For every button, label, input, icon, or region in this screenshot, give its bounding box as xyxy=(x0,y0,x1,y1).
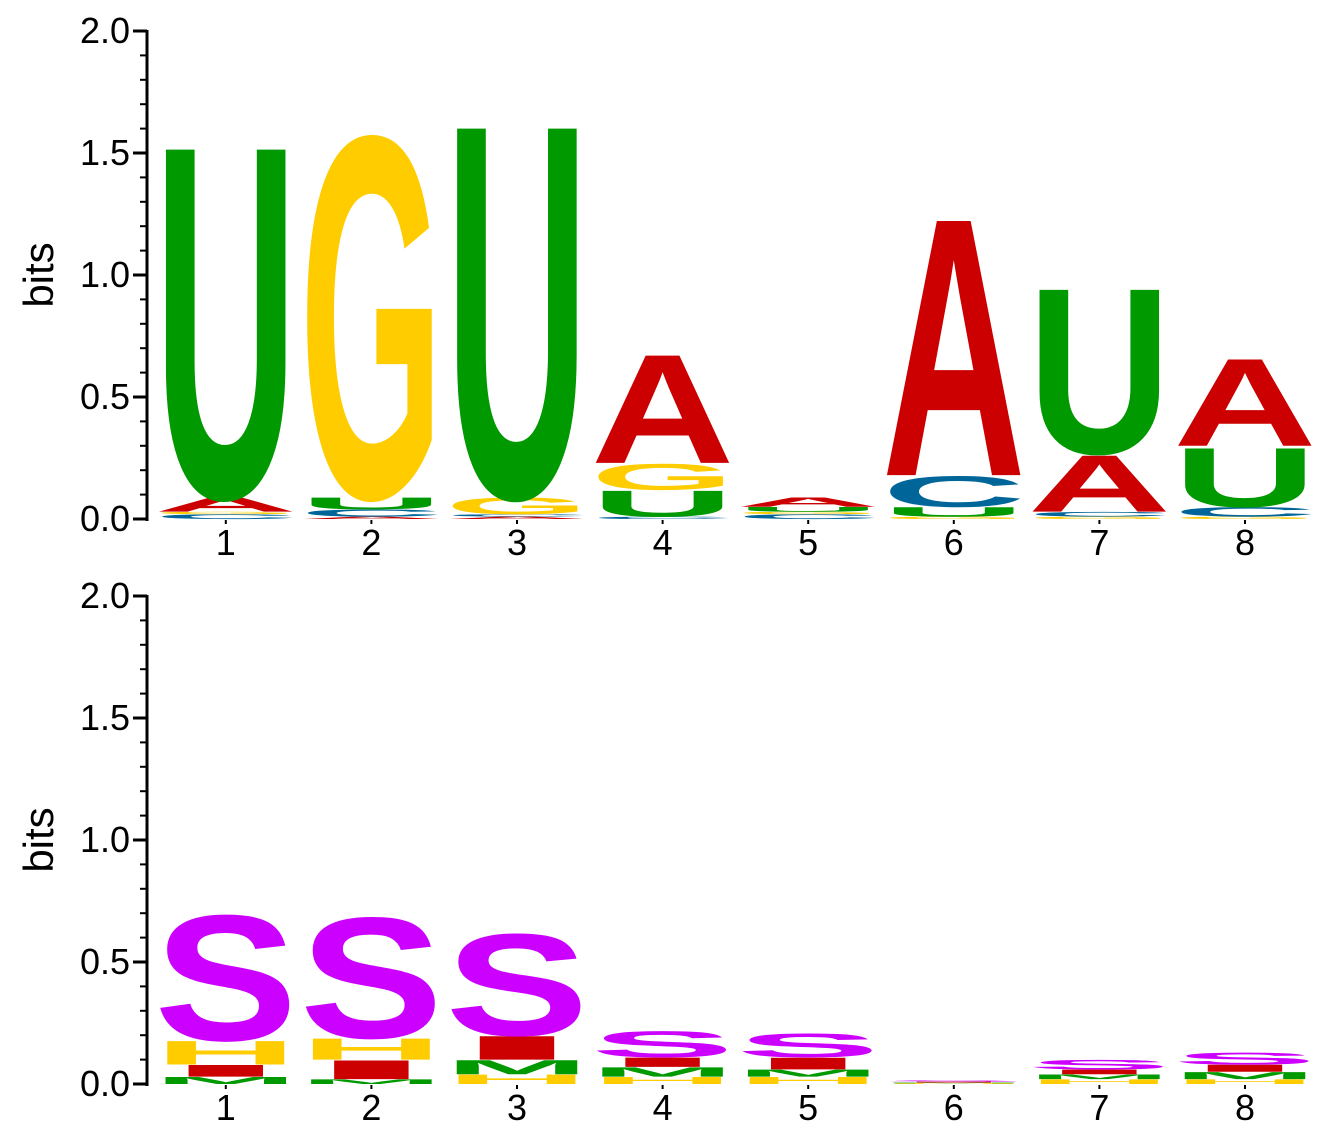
logo-letter-u: U xyxy=(300,494,444,513)
x-tick-label: 7 xyxy=(1089,522,1109,563)
logo-letter-m: M xyxy=(591,1064,735,1079)
logo-letter-c: C xyxy=(445,513,589,517)
logo-letter-s: S xyxy=(1173,1049,1317,1068)
logo-letter-h: H xyxy=(1173,1078,1317,1086)
y-tick-label: 0.5 xyxy=(80,376,130,417)
logo-letter-c: C xyxy=(154,513,298,521)
logo-letter-u: U xyxy=(591,483,735,524)
logo-letter-u: U xyxy=(882,504,1026,519)
logo-letter-i: I xyxy=(154,1061,298,1080)
logo-letter-c: C xyxy=(591,516,735,520)
logo-letter-a: A xyxy=(154,493,298,516)
x-tick-label: 5 xyxy=(798,522,818,563)
logo-letter-h: H xyxy=(445,1072,589,1087)
logo-letter-g: G xyxy=(736,511,880,515)
logo-letter-h: H xyxy=(154,1034,298,1072)
y-tick-label: 1.5 xyxy=(80,132,130,173)
logo-letter-c: C xyxy=(1028,510,1172,518)
y-tick-label: 1.0 xyxy=(80,254,130,295)
x-tick-label: 4 xyxy=(653,1087,673,1128)
x-tick-label: 2 xyxy=(361,1087,381,1128)
logo-letter-s: S xyxy=(591,1023,735,1065)
x-tick-label: 5 xyxy=(798,1087,818,1128)
logo-letter-c: C xyxy=(1173,504,1317,519)
logo-letter-h: H xyxy=(882,1083,1026,1084)
logo-letter-s: S xyxy=(736,1026,880,1064)
logo-letter-h: H xyxy=(300,1032,444,1066)
logo-letter-m: M xyxy=(1028,1073,1172,1081)
logo-letter-g: G xyxy=(591,456,735,498)
logo-letter-u: U xyxy=(1028,240,1172,504)
x-tick-label: 8 xyxy=(1235,522,1255,563)
logo-letter-u: U xyxy=(736,506,880,514)
logo-letter-a: A xyxy=(300,516,444,520)
x-tick-label: 8 xyxy=(1235,1087,1255,1128)
y-axis-title: bits xyxy=(15,807,62,872)
logo-letter-g: G xyxy=(445,493,589,519)
x-tick-label: 3 xyxy=(507,1087,527,1128)
y-axis-title: bits xyxy=(15,242,62,307)
x-tick-label: 6 xyxy=(944,1087,964,1128)
logo-letter-i: I xyxy=(591,1055,735,1070)
logo-letter-m: M xyxy=(1173,1070,1317,1081)
logo-letter-m: M xyxy=(300,1078,444,1086)
logo-letter-m: M xyxy=(445,1056,589,1079)
x-tick-label: 4 xyxy=(653,522,673,563)
logo-letter-c: C xyxy=(736,513,880,521)
logo-letter-h: H xyxy=(591,1075,735,1086)
logo-letter-i: I xyxy=(1028,1068,1172,1076)
logo-letter-m: M xyxy=(154,1075,298,1086)
logo-letter-m: M xyxy=(736,1067,880,1078)
y-tick-label: 0.0 xyxy=(80,1063,130,1104)
logo-letter-c: C xyxy=(300,507,444,518)
logo-letter-u: U xyxy=(445,12,589,611)
y-tick-label: 2.0 xyxy=(80,575,130,616)
x-tick-label: 6 xyxy=(944,522,964,563)
logo-letter-g: G xyxy=(154,511,298,515)
logo-letter-i: I xyxy=(882,1081,1026,1083)
logo-letter-a: A xyxy=(445,516,589,520)
logo-letter-g: G xyxy=(1028,516,1172,520)
y-tick-label: 1.5 xyxy=(80,697,130,738)
logo-letter-a: A xyxy=(882,140,1026,553)
y-tick-label: 0.0 xyxy=(80,498,130,539)
y-tick-label: 1.0 xyxy=(80,819,130,860)
x-tick-label: 7 xyxy=(1089,1087,1109,1128)
y-tick-label: 0.5 xyxy=(80,941,130,982)
y-tick-label: 2.0 xyxy=(80,10,130,51)
logo-letter-g: G xyxy=(882,516,1026,520)
logo-letter-s: S xyxy=(882,1080,1026,1082)
logo-letter-h: H xyxy=(736,1075,880,1086)
x-tick-label: 1 xyxy=(216,522,236,563)
logo-letter-c: C xyxy=(882,467,1026,516)
logo-letter-u: U xyxy=(154,42,298,605)
logo-letter-i: I xyxy=(736,1054,880,1073)
logo-letter-i: I xyxy=(1173,1063,1317,1074)
logo-letter-s: S xyxy=(1028,1057,1172,1072)
x-tick-label: 3 xyxy=(507,522,527,563)
logo-letter-g: G xyxy=(1173,516,1317,520)
logo-letter-a: A xyxy=(736,494,880,509)
logo-letter-s: S xyxy=(300,882,444,1075)
x-tick-label: 1 xyxy=(216,1087,236,1128)
logo-letter-m: M xyxy=(882,1082,1026,1083)
logo-letter-i: I xyxy=(300,1055,444,1085)
logo-letter-s: S xyxy=(154,879,298,1079)
logo-letter-u: U xyxy=(1173,431,1317,525)
logo-letter-g: G xyxy=(300,29,444,607)
logo-letter-a: A xyxy=(1173,333,1317,473)
logo-letter-a: A xyxy=(591,322,735,497)
logo-letter-i: I xyxy=(445,1029,589,1067)
logo-letter-a: A xyxy=(1028,438,1172,529)
x-tick-label: 2 xyxy=(361,522,381,563)
logo-letter-h: H xyxy=(1028,1078,1172,1086)
logo-letter-s: S xyxy=(445,904,589,1067)
